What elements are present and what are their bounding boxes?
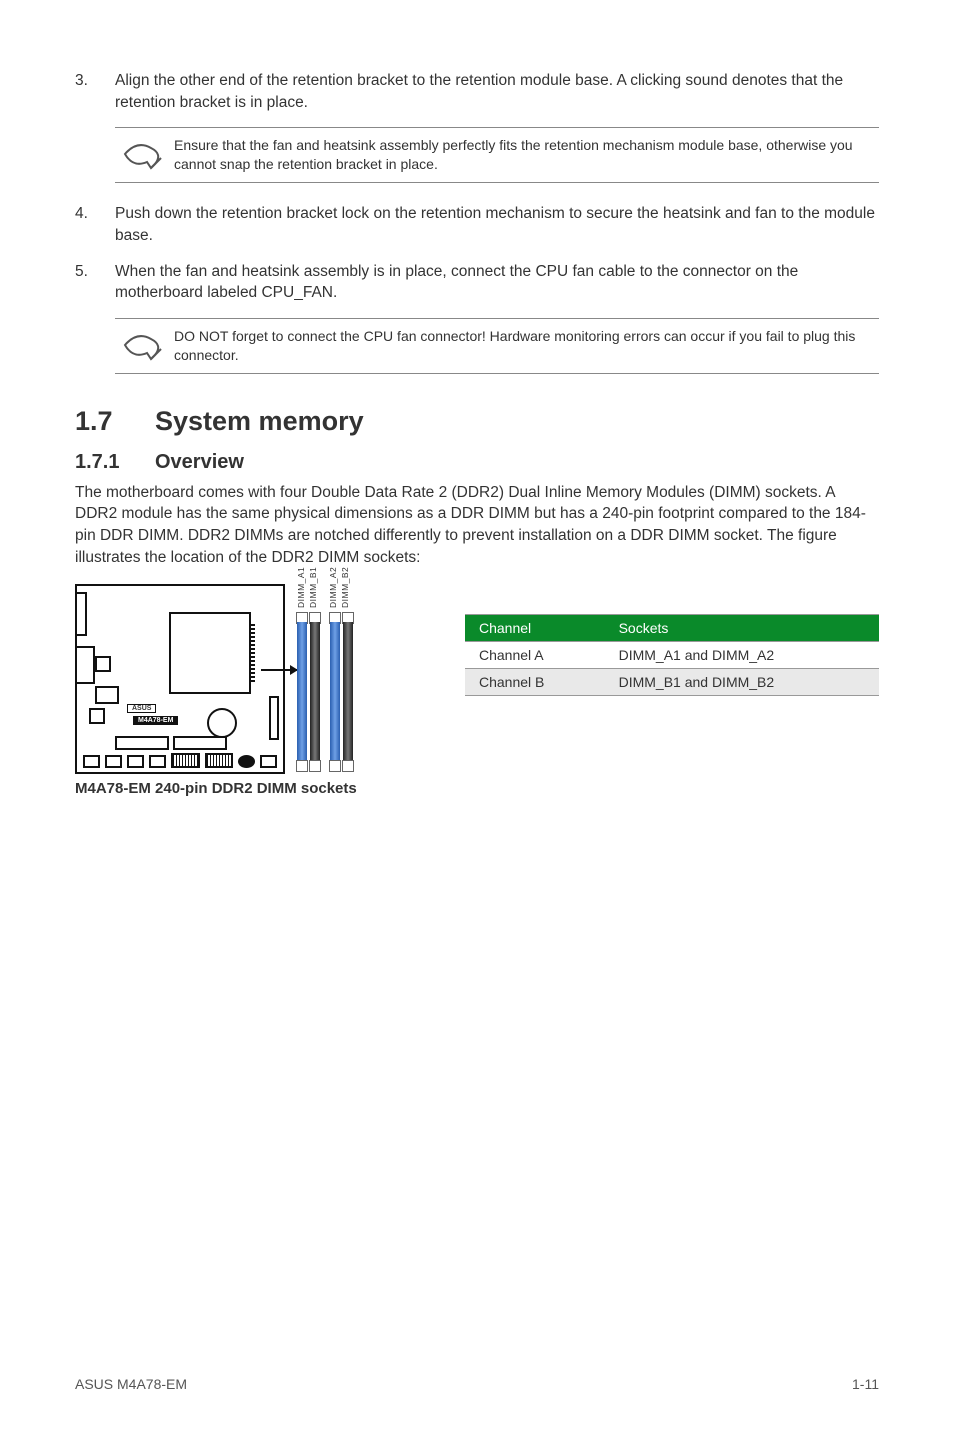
page-footer: ASUS M4A78-EM 1-11 [75, 1366, 879, 1392]
table-header: Channel [465, 615, 605, 642]
subsection-heading: 1.7.1Overview [75, 451, 879, 474]
dimm-label: DIMM_A1 [297, 582, 306, 608]
dimm-slot-a2 [330, 612, 340, 772]
section-heading: 1.7System memory [75, 406, 879, 437]
subsection-title: Overview [155, 451, 244, 473]
step-text: Align the other end of the retention bra… [115, 70, 879, 113]
step-3: 3. Align the other end of the retention … [75, 70, 879, 113]
step-text: Push down the retention bracket lock on … [115, 203, 879, 246]
subsection-number: 1.7.1 [75, 451, 155, 474]
note-icon [115, 136, 170, 172]
dimm-slot-b2 [343, 612, 353, 772]
arrow-icon [261, 669, 297, 671]
dimm-labels: DIMM_A1 DIMM_B1 DIMM_A2 DIMM_B2 [297, 582, 350, 608]
dimm-slots: DIMM_A1 DIMM_B1 DIMM_A2 DIMM_B2 [297, 584, 353, 774]
section-title: System memory [155, 406, 364, 436]
diagram-row: ASUS M4A78-EM [75, 584, 879, 797]
section-number: 1.7 [75, 406, 155, 437]
dimm-slot-a1 [297, 612, 307, 772]
dimm-label: DIMM_A2 [329, 582, 338, 608]
board-model-label: M4A78-EM [133, 716, 178, 725]
step-number: 3. [75, 70, 115, 113]
footer-right: 1-11 [852, 1376, 879, 1392]
note-text: Ensure that the fan and heatsink assembl… [170, 136, 879, 174]
table-cell: DIMM_A1 and DIMM_A2 [605, 642, 879, 669]
board-diagram: ASUS M4A78-EM [75, 584, 405, 774]
step-5: 5. When the fan and heatsink assembly is… [75, 261, 879, 304]
note-icon [115, 327, 170, 363]
dimm-label: DIMM_B2 [341, 582, 350, 608]
step-number: 4. [75, 203, 115, 246]
note-box-2: DO NOT forget to connect the CPU fan con… [115, 318, 879, 374]
table-cell: Channel B [465, 669, 605, 696]
step-text: When the fan and heatsink assembly is in… [115, 261, 879, 304]
board-brand-label: ASUS [127, 704, 156, 713]
step-4: 4. Push down the retention bracket lock … [75, 203, 879, 246]
dimm-label: DIMM_B1 [309, 582, 318, 608]
step-number: 5. [75, 261, 115, 304]
dimm-slot-b1 [310, 612, 320, 772]
table-cell: Channel A [465, 642, 605, 669]
overview-paragraph: The motherboard comes with four Double D… [75, 482, 879, 569]
table-column: Channel Sockets Channel A DIMM_A1 and DI… [465, 584, 879, 696]
note-text: DO NOT forget to connect the CPU fan con… [170, 327, 879, 365]
note-box-1: Ensure that the fan and heatsink assembl… [115, 127, 879, 183]
diagram-column: ASUS M4A78-EM [75, 584, 405, 797]
diagram-caption: M4A78-EM 240-pin DDR2 DIMM sockets [75, 780, 405, 797]
sockets-table: Channel Sockets Channel A DIMM_A1 and DI… [465, 614, 879, 696]
table-row: Channel A DIMM_A1 and DIMM_A2 [465, 642, 879, 669]
table-header: Sockets [605, 615, 879, 642]
motherboard-outline: ASUS M4A78-EM [75, 584, 285, 774]
table-header-row: Channel Sockets [465, 615, 879, 642]
footer-left: ASUS M4A78-EM [75, 1376, 187, 1392]
table-cell: DIMM_B1 and DIMM_B2 [605, 669, 879, 696]
table-row: Channel B DIMM_B1 and DIMM_B2 [465, 669, 879, 696]
